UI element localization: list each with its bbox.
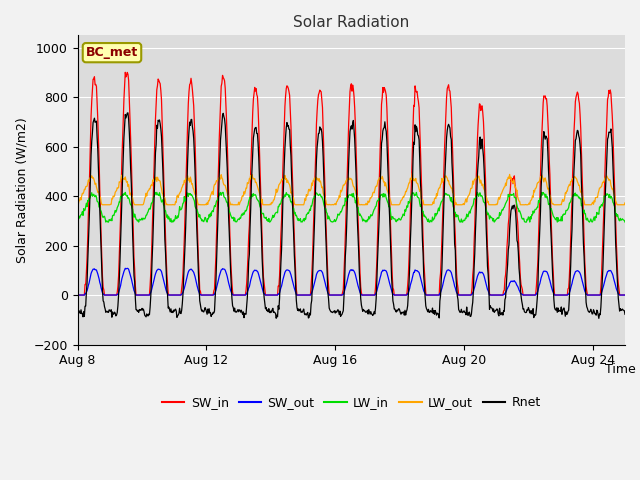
Rnet	[74, 308, 81, 314]
Line: LW_in: LW_in	[77, 192, 625, 222]
LW_in	[621, 219, 629, 225]
SW_out	[205, 292, 212, 298]
LW_in	[248, 193, 255, 199]
Line: LW_out: LW_out	[77, 173, 625, 205]
LW_out	[74, 202, 81, 207]
SW_out	[621, 292, 629, 298]
Line: SW_out: SW_out	[77, 268, 625, 295]
Text: BC_met: BC_met	[86, 46, 138, 59]
Rnet	[205, 310, 212, 316]
LW_out	[312, 176, 319, 182]
X-axis label: Time: Time	[605, 363, 636, 376]
LW_in	[163, 215, 171, 220]
SW_in	[122, 70, 129, 75]
LW_out	[493, 200, 501, 206]
SW_in	[294, 292, 302, 298]
LW_out	[408, 170, 416, 176]
SW_out	[74, 292, 81, 298]
SW_in	[205, 292, 212, 298]
SW_in	[312, 148, 319, 154]
LW_out	[247, 173, 255, 179]
LW_out	[99, 202, 106, 208]
Title: Solar Radiation: Solar Radiation	[293, 15, 410, 30]
Rnet	[621, 312, 629, 317]
Rnet	[312, 181, 319, 187]
LW_out	[294, 202, 302, 208]
SW_in	[163, 255, 170, 261]
LW_in	[122, 190, 129, 195]
Rnet	[595, 315, 603, 321]
Line: Rnet: Rnet	[77, 113, 625, 318]
LW_in	[312, 190, 320, 196]
SW_out	[493, 292, 500, 298]
LW_in	[102, 219, 109, 225]
LW_out	[163, 202, 170, 208]
SW_in	[247, 168, 255, 174]
SW_in	[621, 292, 629, 298]
Rnet	[493, 306, 500, 312]
Rnet	[124, 110, 132, 116]
LW_out	[205, 198, 212, 204]
SW_out	[122, 265, 129, 271]
Y-axis label: Solar Radiation (W/m2): Solar Radiation (W/m2)	[15, 117, 28, 263]
SW_out	[294, 292, 302, 298]
Rnet	[163, 269, 170, 275]
LW_in	[74, 217, 81, 223]
LW_in	[493, 215, 501, 220]
SW_out	[247, 277, 255, 283]
Line: SW_in: SW_in	[77, 72, 625, 295]
Legend: SW_in, SW_out, LW_in, LW_out, Rnet: SW_in, SW_out, LW_in, LW_out, Rnet	[157, 391, 546, 414]
LW_out	[621, 200, 629, 205]
Rnet	[294, 306, 302, 312]
SW_in	[74, 292, 81, 298]
LW_in	[295, 218, 303, 224]
Rnet	[247, 206, 255, 212]
SW_in	[493, 292, 500, 298]
LW_in	[205, 212, 213, 217]
SW_out	[163, 288, 170, 293]
SW_out	[312, 275, 319, 281]
